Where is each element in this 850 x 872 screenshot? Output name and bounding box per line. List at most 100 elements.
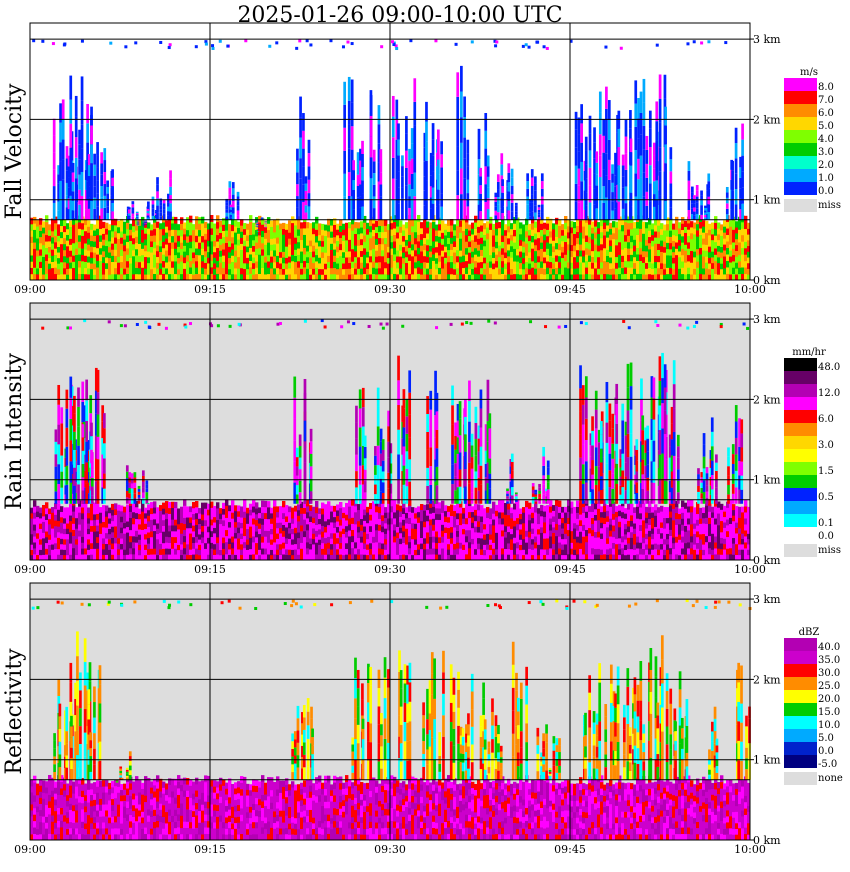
echo-cell bbox=[681, 255, 684, 262]
echo-cell bbox=[156, 544, 159, 550]
echo-cell bbox=[516, 268, 519, 275]
echo-cell bbox=[189, 248, 192, 255]
echo-column-cell bbox=[75, 178, 78, 199]
echo-cell bbox=[261, 249, 264, 256]
echo-cell bbox=[174, 502, 177, 508]
echo-cell bbox=[384, 544, 387, 550]
echo-cell bbox=[63, 268, 66, 274]
echo-column-cell bbox=[169, 203, 172, 211]
echo-cell bbox=[180, 539, 183, 545]
echo-cell bbox=[627, 229, 630, 236]
echo-cell bbox=[558, 220, 561, 226]
echo-cell bbox=[351, 236, 354, 243]
echo-column-cell bbox=[343, 197, 346, 220]
echo-cell bbox=[132, 518, 135, 524]
echo-cell bbox=[480, 237, 483, 243]
echo-cell bbox=[678, 274, 681, 280]
echo-cell bbox=[45, 548, 48, 554]
echo-cell bbox=[474, 241, 477, 248]
echo-cell bbox=[141, 505, 144, 511]
echo-cell bbox=[465, 530, 468, 536]
echo-column-cell bbox=[599, 177, 602, 198]
echo-cell bbox=[372, 507, 375, 513]
echo-cell bbox=[165, 507, 168, 513]
echo-column-cell bbox=[688, 181, 691, 191]
echo-cell bbox=[156, 262, 159, 268]
echo-cell bbox=[411, 534, 414, 540]
echo-cell bbox=[375, 524, 378, 530]
echo-cell bbox=[105, 246, 108, 252]
echo-cell bbox=[480, 268, 483, 274]
echo-cell bbox=[579, 220, 582, 226]
echo-cell bbox=[66, 539, 69, 545]
echo-cell bbox=[384, 244, 387, 250]
echo-cell bbox=[78, 518, 81, 524]
echo-cell bbox=[489, 242, 492, 249]
echo-cell bbox=[471, 234, 474, 240]
echo-cell bbox=[495, 274, 498, 281]
echo-cell bbox=[138, 545, 141, 551]
echo-column-cell bbox=[152, 216, 155, 220]
echo-cell bbox=[546, 274, 549, 281]
echo-cell bbox=[147, 268, 150, 274]
echo-cell bbox=[636, 241, 639, 248]
echo-cell bbox=[402, 543, 405, 549]
echo-cell bbox=[90, 269, 93, 275]
echo-cell bbox=[432, 507, 435, 513]
legend-swatch bbox=[784, 169, 817, 182]
echo-column-cell bbox=[479, 177, 482, 186]
echo-cell bbox=[318, 263, 321, 269]
echo-cell bbox=[375, 262, 378, 268]
echo-cell bbox=[123, 528, 126, 534]
echo-cell bbox=[456, 256, 459, 262]
echo-cell bbox=[75, 544, 78, 550]
echo-cell bbox=[228, 511, 231, 517]
echo-column-cell bbox=[53, 186, 56, 203]
echo-cell bbox=[60, 528, 63, 534]
echo-cell bbox=[297, 261, 300, 268]
echo-column-cell bbox=[630, 179, 633, 193]
echo-cell bbox=[102, 549, 105, 555]
echo-column-cell bbox=[578, 135, 581, 152]
clutter-cell bbox=[495, 40, 498, 43]
echo-cell bbox=[141, 517, 144, 523]
echo-cell bbox=[36, 274, 39, 280]
y-tick-label: 1 km bbox=[753, 194, 781, 207]
echo-cell bbox=[402, 263, 405, 269]
echo-cell bbox=[156, 523, 159, 529]
echo-cell bbox=[177, 519, 180, 525]
echo-column-cell bbox=[497, 182, 500, 190]
echo-cell bbox=[372, 536, 375, 542]
echo-cell bbox=[354, 530, 357, 536]
echo-cell bbox=[627, 274, 630, 281]
echo-cell bbox=[546, 261, 549, 268]
echo-cell bbox=[219, 544, 222, 550]
echo-cell bbox=[99, 229, 102, 236]
echo-cell bbox=[468, 506, 471, 512]
echo-cell bbox=[42, 251, 45, 257]
echo-cell bbox=[576, 220, 579, 226]
echo-cell bbox=[663, 263, 666, 269]
echo-cell bbox=[216, 274, 219, 281]
echo-cell bbox=[243, 234, 246, 240]
echo-cell bbox=[483, 550, 486, 556]
echo-cell bbox=[456, 244, 459, 250]
echo-cell bbox=[300, 274, 303, 280]
echo-cell bbox=[282, 257, 285, 263]
echo-cell bbox=[99, 523, 102, 529]
echo-cell bbox=[123, 533, 126, 539]
echo-cell bbox=[42, 505, 45, 511]
echo-cell bbox=[396, 238, 399, 244]
echo-cell bbox=[183, 245, 186, 251]
echo-cell bbox=[564, 235, 567, 242]
echo-cell bbox=[729, 250, 732, 256]
echo-cell bbox=[171, 508, 174, 514]
echo-cell bbox=[150, 258, 153, 264]
echo-column-cell bbox=[487, 209, 490, 220]
echo-cell bbox=[195, 536, 198, 542]
echo-cell bbox=[222, 554, 225, 560]
echo-column-cell bbox=[602, 119, 605, 136]
echo-cell bbox=[459, 256, 462, 262]
echo-cell bbox=[525, 274, 528, 281]
echo-cell bbox=[738, 261, 741, 268]
